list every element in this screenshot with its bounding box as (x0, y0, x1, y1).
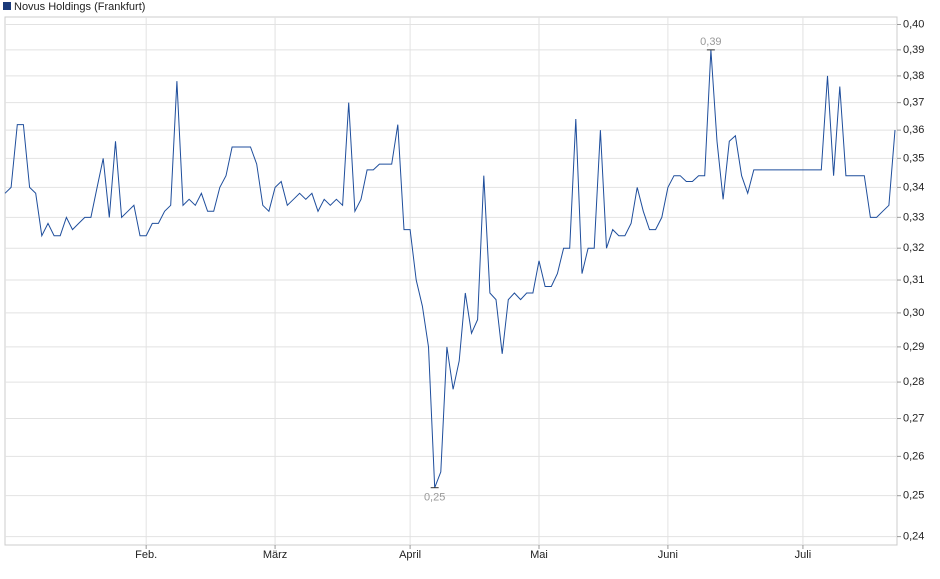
x-tick-label: Mai (530, 549, 548, 561)
y-tick-label: 0,26 (903, 450, 924, 462)
y-tick-label: 0,37 (903, 97, 924, 109)
y-tick-label: 0,27 (903, 412, 924, 424)
y-tick-label: 0,28 (903, 376, 924, 388)
y-tick-label: 0,30 (903, 307, 924, 319)
x-tick-label: März (263, 549, 287, 561)
x-tick-label: Feb. (135, 549, 157, 561)
y-tick-label: 0,34 (903, 181, 924, 193)
y-tick-label: 0,39 (903, 44, 924, 56)
x-tick-label: Juli (795, 549, 812, 561)
y-tick-label: 0,31 (903, 274, 924, 286)
y-tick-label: 0,35 (903, 152, 924, 164)
y-tick-label: 0,24 (903, 531, 924, 543)
legend-swatch (3, 2, 11, 10)
y-tick-label: 0,38 (903, 70, 924, 82)
legend-label: Novus Holdings (Frankfurt) (14, 1, 145, 13)
x-tick-label: Juni (658, 549, 678, 561)
y-tick-label: 0,40 (903, 18, 924, 30)
y-tick-label: 0,33 (903, 211, 924, 223)
y-tick-label: 0,36 (903, 124, 924, 136)
y-tick-label: 0,32 (903, 242, 924, 254)
line-series (4, 49, 896, 488)
plot-frame (4, 16, 898, 546)
value-label: 0,39 (700, 36, 721, 48)
x-tick-label: April (399, 549, 421, 561)
value-label: 0,25 (424, 492, 445, 504)
y-tick-label: 0,25 (903, 490, 924, 502)
y-tick-label: 0,29 (903, 341, 924, 353)
